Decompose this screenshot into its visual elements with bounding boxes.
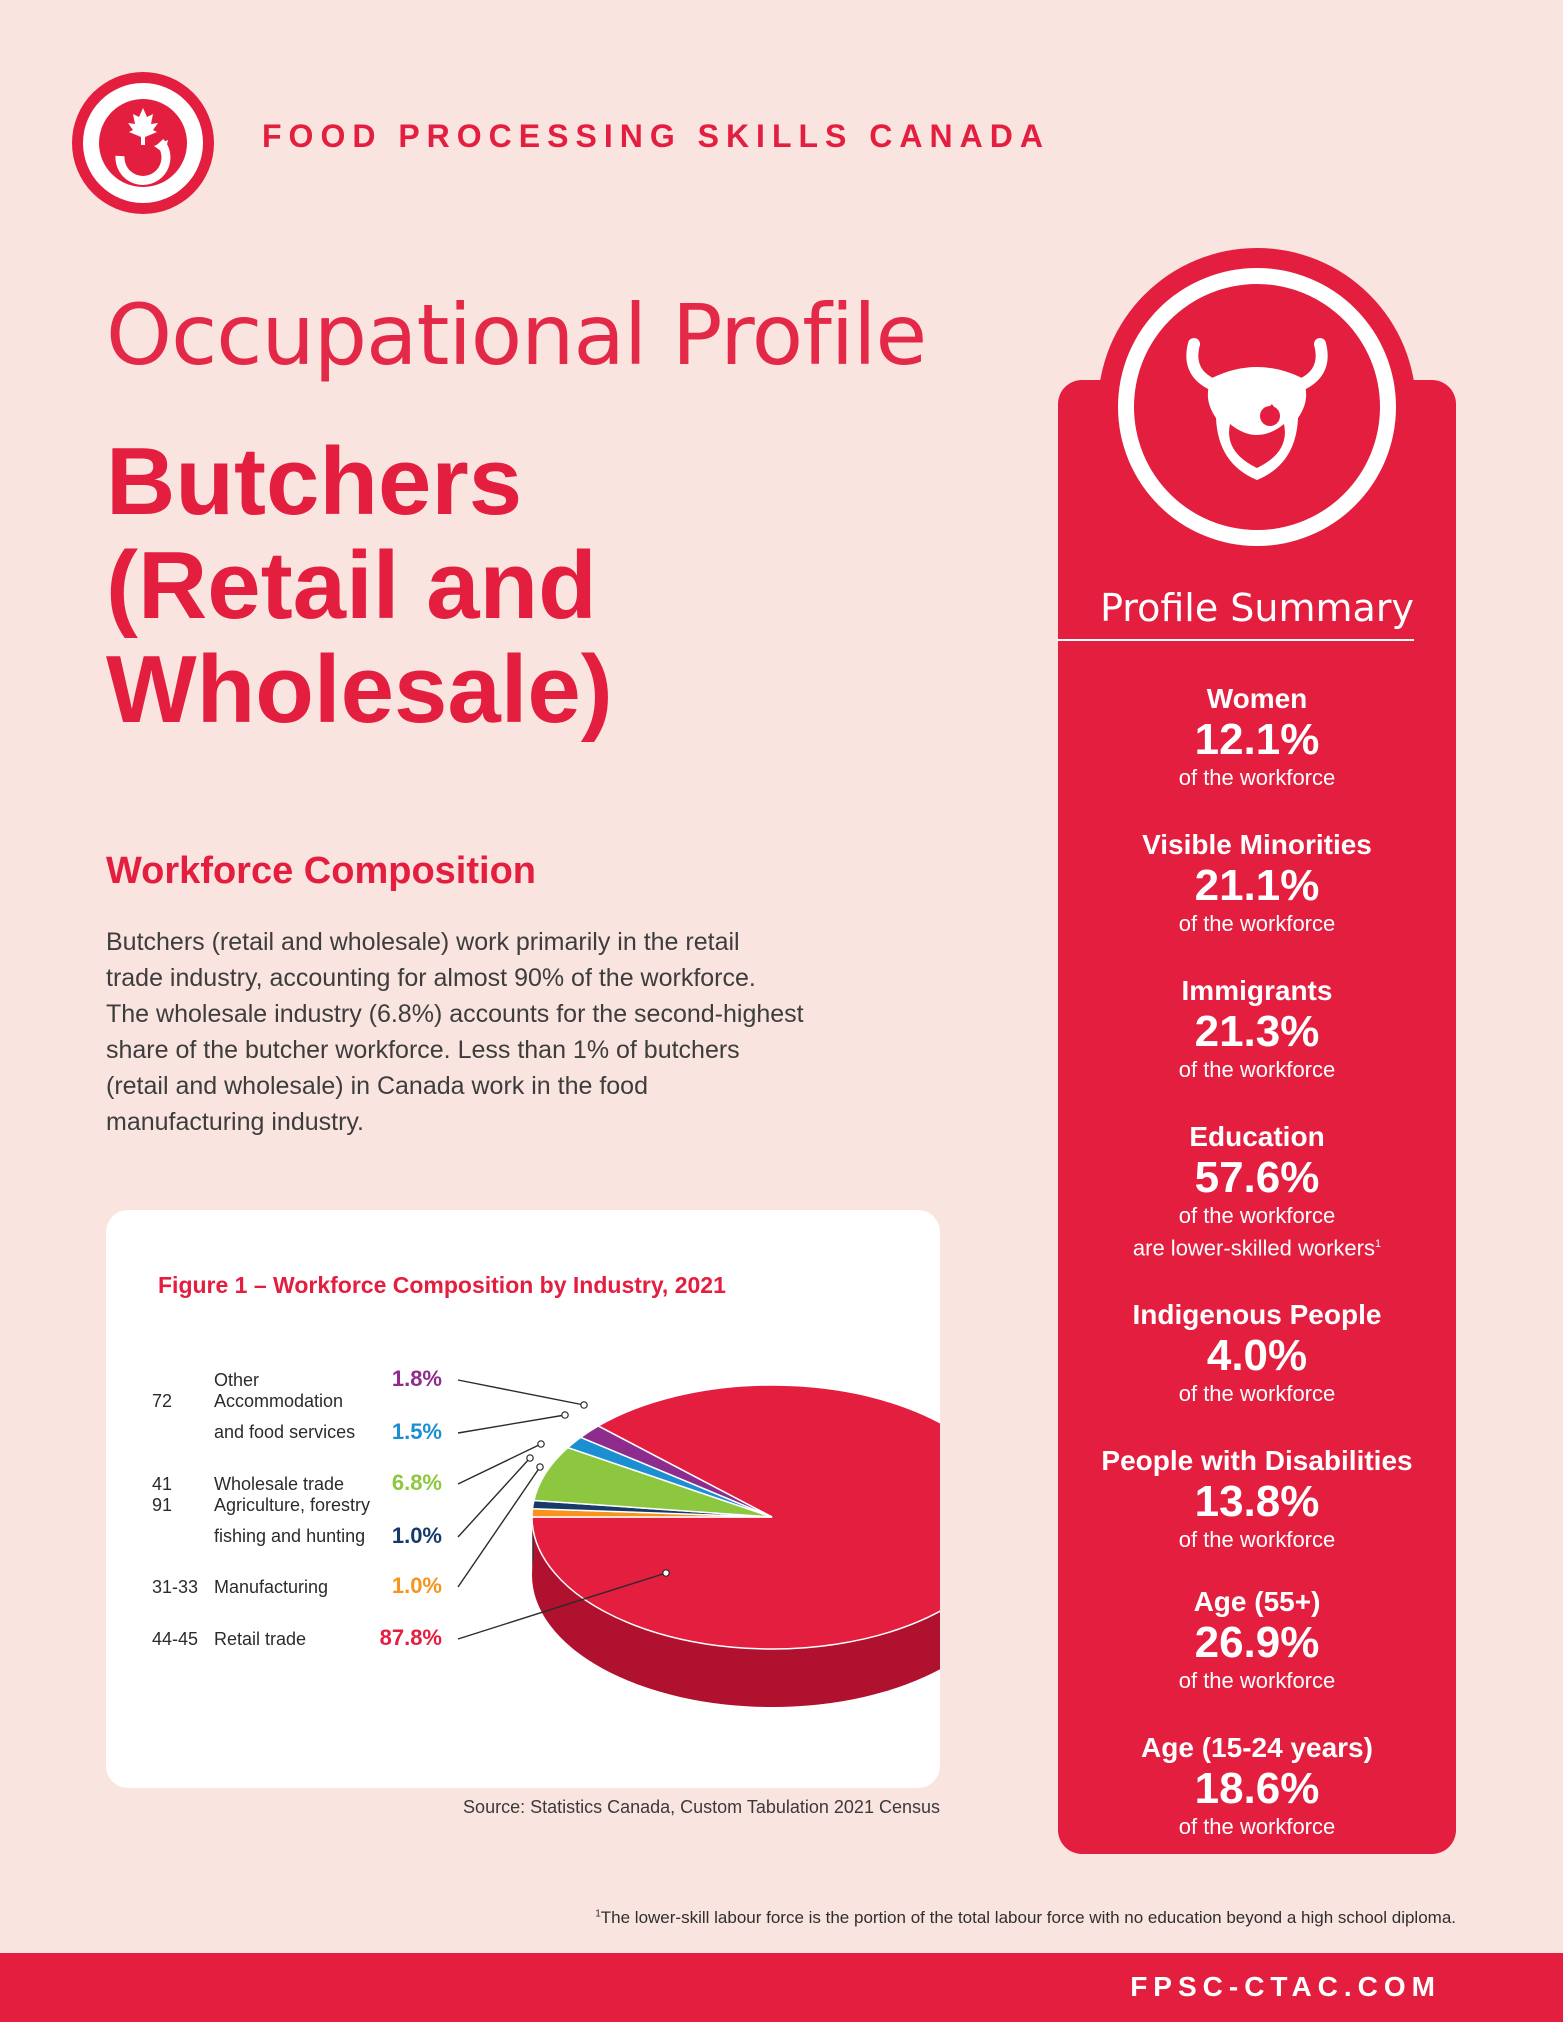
footnote-text: The lower-skill labour force is the port… [600,1908,1456,1927]
section-heading: Workforce Composition [106,850,536,892]
leader-line [457,1414,566,1434]
stat-label: Age (15-24 years) [1141,1732,1373,1763]
stat-caption: of the workforce [1178,1057,1336,1082]
legend-value: 87.8% [380,1625,442,1650]
stat-label: Education [1189,1121,1325,1152]
pie-chart: Other 1.8% 72 Accommodation and food service… [152,1366,940,1707]
stat-caption: of the workforce [1178,1668,1336,1693]
legend-label: Accommodation [214,1391,343,1411]
leader-line [457,1443,542,1485]
legend-code: 41 [152,1474,172,1494]
body-line: The wholesale industry (6.8%) accounts f… [106,1000,804,1028]
stat-caption-extra: are lower-skilled workers1 [1058,1230,1456,1262]
body-line: trade industry, accounting for almost 90… [106,964,756,992]
stat-caption: of the workforce [1178,765,1336,790]
legend-value: 1.0% [392,1573,442,1598]
stat-value: 57.6% [1194,1153,1320,1202]
legend-value: 6.8% [392,1470,442,1495]
legend-code: 31-33 [152,1577,198,1597]
summary-heading: Profile Summary [1100,586,1414,630]
chart-title: Figure 1 – Workforce Composition by Indu… [158,1272,726,1298]
summary-stat: Women 12.1% of the workforce [1058,682,1456,792]
chart-source: Source: Statistics Canada, Custom Tabula… [463,1797,940,1817]
legend-label: Other [214,1370,259,1390]
title-line: Wholesale) [106,636,613,743]
body-line: manufacturing industry. [106,1108,364,1136]
stat-value: 13.8% [1194,1477,1320,1526]
stat-label: Visible Minorities [1142,829,1372,860]
summary-stat: People with Disabilities 13.8% of the work… [1058,1444,1456,1554]
stat-caption: of the workforce [1178,911,1336,936]
stat-label: Age (55+) [1193,1586,1321,1617]
section-body: Butchers (retail and wholesale) work pri… [106,924,926,1140]
legend-label: Wholesale trade [214,1474,344,1494]
body-line: (retail and wholesale) in Canada work in… [106,1072,648,1100]
stat-value: 26.9% [1194,1618,1320,1667]
leader-line [457,1457,531,1538]
pie-slice [579,1425,773,1518]
summary-stat: Indigenous People 4.0% of the workforce [1058,1298,1456,1408]
legend-code: 44-45 [152,1629,198,1649]
stat-value: 21.3% [1194,1007,1320,1056]
legend-value: 1.0% [392,1523,442,1548]
legend-label: and food services [214,1422,355,1442]
summary-divider [1058,639,1414,641]
legend-code: 91 [152,1495,172,1515]
organization-name: FOOD PROCESSING SKILLS CANADA [262,118,1050,154]
footnote-ref: 1 [1374,1238,1382,1250]
profile-summary-panel [1058,380,1456,1854]
footnote: 1The lower-skill labour force is the por… [420,1908,1456,1928]
title-line: Butchers [106,428,523,535]
footer-url[interactable]: FPSC-CTAC.COM [1130,1971,1441,2002]
legend-value: 1.8% [392,1366,442,1391]
summary-stat: Education 57.6% of the workforce are lower-… [1058,1120,1456,1262]
summary-stat: Immigrants 21.3% of the workforce [1058,974,1456,1084]
stat-caption: of the workforce [1178,1203,1336,1228]
summary-stat: Age (15-24 years) 18.6% of the workforce [1058,1731,1456,1841]
title-line: (Retail and [106,532,597,639]
summary-stat: Age (55+) 26.9% of the workforce [1058,1585,1456,1695]
legend-label: Manufacturing [214,1577,328,1597]
body-line: share of the butcher workforce. Less tha… [106,1036,740,1064]
stat-caption: of the workforce [1178,1381,1336,1406]
legend-label: Retail trade [214,1629,306,1649]
stat-label: Immigrants [1181,975,1333,1006]
stat-value: 18.6% [1194,1764,1320,1813]
leader-line [457,1572,667,1640]
footnote-marker: 1 [595,1908,601,1920]
pie-side [532,1517,940,1707]
chart-card: Figure 1 – Workforce Composition by Indu… [106,1210,940,1788]
stat-value: 21.1% [1194,861,1320,910]
fpsc-logo: Food Processing Skills Canada Compétence… [70,70,214,214]
legend-value: 1.5% [392,1419,442,1444]
stat-caption: of the workforce [1178,1527,1336,1552]
stat-label: Women [1206,683,1308,714]
page-title: Butchers (Retail and Wholesale) [106,430,1006,742]
stat-label: Indigenous People [1132,1299,1382,1330]
stat-caption: of the workforce [1178,1814,1336,1839]
leader-line [457,1379,585,1406]
stat-caption-extra-text: are lower-skilled workers [1132,1235,1375,1261]
stat-value: 4.0% [1206,1331,1308,1380]
legend-code: 72 [152,1391,172,1411]
body-line: Butchers (retail and wholesale) work pri… [106,928,740,956]
summary-badge [1098,248,1416,566]
document-kind: Occupational Profile [106,286,927,384]
legend-label: fishing and hunting [214,1526,365,1546]
summary-stat: Visible Minorities 21.1% of the workforce [1058,828,1456,938]
legend-label: Agriculture, forestry [214,1495,370,1515]
leader-line [457,1466,541,1588]
cow-pig-chicken-icon [1186,338,1328,480]
stat-value: 12.1% [1194,715,1320,764]
stat-label: People with Disabilities [1101,1445,1413,1476]
footer-bar: FPSC-CTAC.COM [0,1953,1563,2022]
